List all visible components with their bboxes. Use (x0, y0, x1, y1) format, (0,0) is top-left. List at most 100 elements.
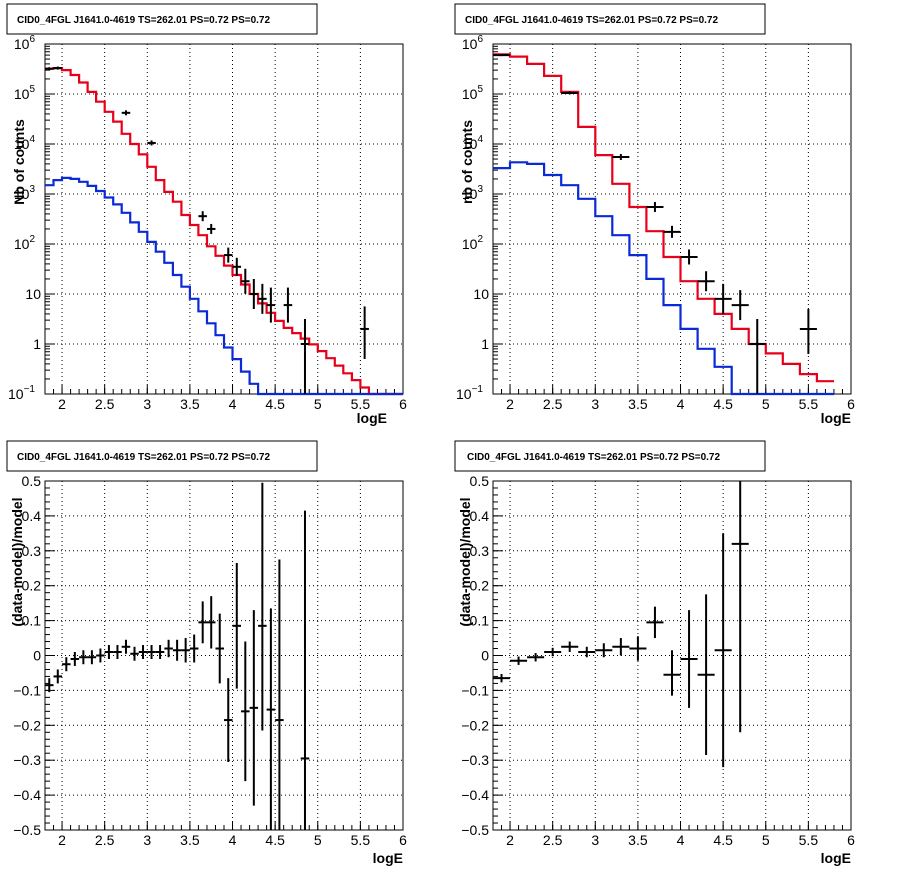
x-tick-label: 6 (399, 396, 407, 412)
x-tick-label: 2.5 (95, 832, 115, 848)
x-tick-label: 2.5 (95, 396, 115, 412)
data-point (138, 645, 148, 659)
x-tick-label: 4 (677, 396, 685, 412)
y-tick-label: −0.4 (13, 787, 41, 803)
panel-counts-left: CID0_4FGL J1641.0-4619 TS=262.01 PS=0.72… (6, 3, 407, 426)
data-point (697, 594, 715, 755)
data-point (714, 283, 732, 314)
y-tick-label: −0.1 (461, 682, 489, 698)
data-point (87, 650, 97, 665)
data-point (595, 643, 613, 658)
data-point (527, 653, 545, 662)
data-point (799, 308, 817, 354)
y-tick-label: 0.4 (470, 508, 490, 524)
x-tick-label: 6 (399, 832, 407, 848)
x-tick-label: 2.5 (543, 396, 563, 412)
y-axis-label: nb of counts (459, 120, 475, 204)
plot-area: 2 2.5 3 3.5 4 4.5 5 5.5 6 10−1 1 10 102 103 104 105 106 (456, 34, 855, 412)
data-point (714, 533, 732, 768)
data-point (224, 247, 233, 263)
data-point (266, 287, 276, 323)
title-box (454, 3, 766, 35)
data-point (172, 639, 182, 661)
data-point (300, 319, 310, 394)
x-tick-label: 5.5 (799, 396, 819, 412)
y-tick-label: 10−1 (456, 384, 483, 402)
x-tick-label: 2 (506, 396, 514, 412)
model-total-histogram (45, 67, 403, 396)
data-point (493, 54, 511, 57)
y-tick-label: 103 (462, 184, 484, 202)
data-point (680, 610, 698, 708)
x-tick-label: 5 (314, 832, 322, 848)
panel-counts-right: CID0_4FGL J1641.0-4619 TS=262.01 PS=0.72… (454, 3, 855, 426)
data-point (510, 656, 528, 665)
data-point (646, 606, 664, 639)
data-point (45, 67, 54, 71)
y-tick-label: 106 (14, 34, 36, 52)
x-axis-label: logE (357, 410, 387, 426)
y-tick-label: −0.5 (461, 822, 489, 838)
y-tick-label: 0.1 (470, 613, 490, 629)
x-tick-label: 2.5 (543, 832, 563, 848)
data-point (266, 608, 276, 830)
y-tick-label: 0.2 (470, 578, 490, 594)
model-source-histogram (493, 161, 834, 396)
data-point (189, 634, 199, 663)
data-point (663, 225, 681, 238)
y-tick-label: 10−1 (8, 384, 35, 402)
data-point (113, 645, 122, 659)
y-tick-label: 102 (14, 234, 36, 252)
x-tick-label: 3 (591, 832, 599, 848)
data-point (493, 673, 511, 683)
data-point (241, 641, 250, 782)
data-point (731, 481, 749, 733)
data-point (79, 650, 88, 665)
y-tick-label: 103 (14, 184, 36, 202)
y-tick-label: 0 (33, 648, 41, 664)
x-tick-label: 2 (506, 832, 514, 848)
y-tick-label: −0.2 (13, 717, 41, 733)
x-tick-label: 4.5 (713, 396, 733, 412)
x-tick-label: 5 (314, 396, 322, 412)
y-tick-label: 102 (462, 234, 484, 252)
y-axis-label: Nb of counts (11, 119, 27, 205)
title-box (6, 440, 318, 472)
y-tick-label: 1 (481, 336, 489, 352)
data-point (258, 283, 267, 314)
title-box (6, 3, 318, 35)
x-tick-label: 5 (762, 396, 770, 412)
y-tick-label: 0.2 (22, 578, 42, 594)
data-point (629, 636, 647, 661)
y-tick-label: 0.1 (22, 613, 42, 629)
plot-area: 2 2.5 3 3.5 4 4.5 5 5.5 6 −0.5 −0.4 −0.3 −0.2 −0.1 0 0.… (461, 473, 855, 848)
data-point (232, 257, 242, 276)
x-tick-label: 3.5 (180, 396, 200, 412)
x-tick-label: 2 (58, 396, 66, 412)
data-point (62, 657, 71, 672)
y-tick-label: 0.5 (470, 473, 490, 489)
x-axis-label: logE (373, 850, 403, 866)
y-tick-label: 0.5 (22, 473, 42, 489)
x-tick-label: 4.5 (713, 832, 733, 848)
data-point (53, 669, 63, 684)
y-tick-label: 0.3 (470, 543, 490, 559)
y-axis-label: (data-model)/model (9, 497, 25, 626)
data-point (561, 641, 579, 653)
panel-title: CID0_4FGL J1641.0-4619 TS=262.01 PS=0.72… (465, 15, 718, 26)
data-point (283, 287, 293, 323)
x-tick-label: 2 (58, 832, 66, 848)
data-point (258, 482, 267, 731)
data-point (45, 678, 54, 693)
y-tick-label: 105 (462, 84, 484, 102)
panel-title: CID0_4FGL J1641.0-4619 TS=262.01 PS=0.72… (17, 15, 270, 26)
data-point (215, 613, 224, 684)
data-point (147, 645, 156, 659)
data-point (646, 201, 664, 212)
y-tick-label: −0.3 (461, 752, 489, 768)
data-point (232, 563, 242, 689)
data-point (147, 140, 156, 146)
data-point (206, 596, 216, 649)
data-point (121, 110, 131, 116)
